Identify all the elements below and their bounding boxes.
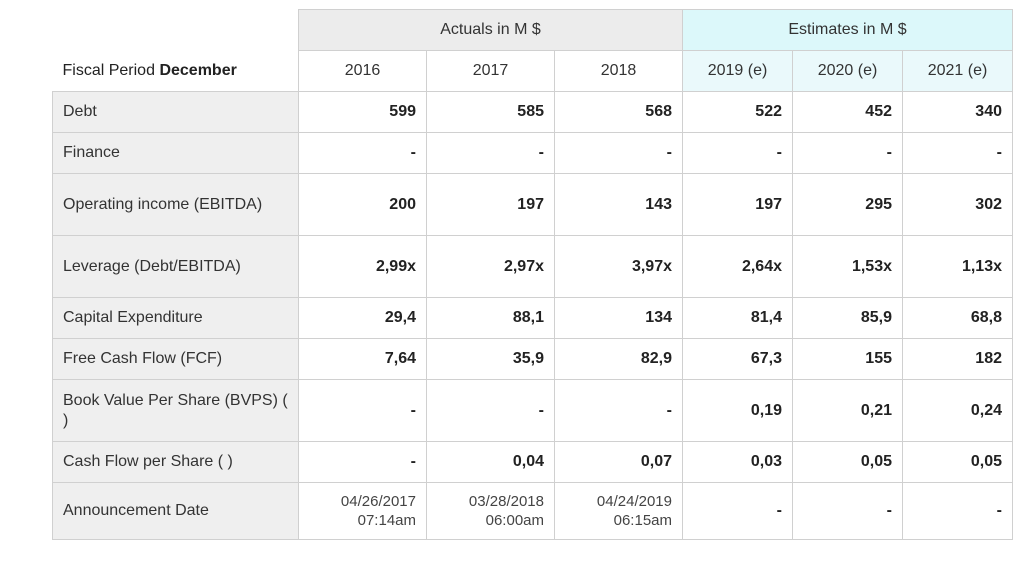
table-cell: 2,99x [298, 235, 427, 298]
table-cell: 599 [298, 91, 427, 133]
table-cell: 0,04 [426, 441, 555, 483]
table-cell: 29,4 [298, 297, 427, 339]
table-row: Leverage (Debt/EBITDA) 2,99x 2,97x 3,97x… [52, 235, 1013, 298]
table-cell: 35,9 [426, 338, 555, 380]
row-label: Announcement Date [52, 482, 299, 540]
table-cell: 2,97x [426, 235, 555, 298]
announcement-date: 04/26/2017 [340, 493, 416, 510]
table-cell: 81,4 [682, 297, 793, 339]
table-row: Cash Flow per Share ( ) - 0,04 0,07 0,03… [52, 441, 1013, 483]
table-cell: - [792, 132, 903, 174]
table-cell: 85,9 [792, 297, 903, 339]
row-label: Book Value Per Share (BVPS) ( ) [52, 379, 299, 442]
table-cell: 0,21 [792, 379, 903, 442]
table-cell: - [554, 379, 683, 442]
table-cell: 0,05 [792, 441, 903, 483]
year-header: 2021 (e) [902, 50, 1013, 92]
table-cell: 155 [792, 338, 903, 380]
table-cell: 0,07 [554, 441, 683, 483]
table-cell: - [298, 132, 427, 174]
table-row: Book Value Per Share (BVPS) ( ) - - - 0,… [52, 379, 1013, 442]
table-cell: 0,05 [902, 441, 1013, 483]
year-header: 2020 (e) [792, 50, 903, 92]
fiscal-period-value: December [159, 61, 237, 79]
table-row: Free Cash Flow (FCF) 7,64 35,9 82,9 67,3… [52, 338, 1013, 380]
table-row: Debt 599 585 568 522 452 340 [52, 91, 1013, 133]
table-cell: - [298, 441, 427, 483]
row-label: Debt [52, 91, 299, 133]
table-cell: 7,64 [298, 338, 427, 380]
announcement-date-cell: 03/28/2018 06:00am [426, 482, 555, 540]
table-cell: 295 [792, 173, 903, 236]
estimates-group-header: Estimates in M $ [682, 9, 1013, 51]
table-cell: 2,64x [682, 235, 793, 298]
announcement-time: 06:15am [613, 512, 672, 529]
table-cell: 200 [298, 173, 427, 236]
table-cell: 67,3 [682, 338, 793, 380]
row-label: Operating income (EBITDA) [52, 173, 299, 236]
table-cell: - [792, 482, 903, 540]
table-cell: - [298, 379, 427, 442]
table-row: Capital Expenditure 29,4 88,1 134 81,4 8… [52, 297, 1013, 339]
table-cell: 68,8 [902, 297, 1013, 339]
fiscal-period-header: Fiscal Period December [53, 51, 299, 92]
table-cell: 340 [902, 91, 1013, 133]
year-header: 2017 [426, 50, 555, 92]
table-cell: - [426, 132, 555, 174]
table-cell: 0,24 [902, 379, 1013, 442]
table-cell: - [426, 379, 555, 442]
table-cell: 0,19 [682, 379, 793, 442]
table-cell: 88,1 [426, 297, 555, 339]
table-row: Finance - - - - - - [52, 132, 1013, 174]
table-cell: 1,13x [902, 235, 1013, 298]
fiscal-period-label: Fiscal Period [62, 61, 155, 79]
table-cell: 452 [792, 91, 903, 133]
header-corner [53, 10, 299, 51]
table-cell: 302 [902, 173, 1013, 236]
table-cell: - [902, 482, 1013, 540]
table-cell: 0,03 [682, 441, 793, 483]
table-cell: 134 [554, 297, 683, 339]
row-label: Cash Flow per Share ( ) [52, 441, 299, 483]
announcement-date: 04/24/2019 [596, 493, 672, 510]
announcement-date: 03/28/2018 [468, 493, 544, 510]
table-cell: - [682, 132, 793, 174]
table-cell: - [554, 132, 683, 174]
table-cell: 585 [426, 91, 555, 133]
table-cell: 3,97x [554, 235, 683, 298]
table-cell: 82,9 [554, 338, 683, 380]
table-cell: 143 [554, 173, 683, 236]
table-cell: 197 [426, 173, 555, 236]
row-label: Free Cash Flow (FCF) [52, 338, 299, 380]
table-cell: 522 [682, 91, 793, 133]
table-cell: 1,53x [792, 235, 903, 298]
financial-table: Actuals in M $ Estimates in M $ Fiscal P… [52, 9, 1013, 540]
year-header: 2019 (e) [682, 50, 793, 92]
row-label: Finance [52, 132, 299, 174]
year-header: 2016 [298, 50, 427, 92]
announcement-date-cell: 04/26/2017 07:14am [298, 482, 427, 540]
announcement-time: 07:14am [357, 512, 416, 529]
actuals-group-header: Actuals in M $ [298, 9, 683, 51]
announcement-time: 06:00am [485, 512, 544, 529]
table-cell: - [902, 132, 1013, 174]
row-label: Leverage (Debt/EBITDA) [52, 235, 299, 298]
table-cell: 182 [902, 338, 1013, 380]
table-row: Announcement Date 04/26/2017 07:14am 03/… [52, 482, 1013, 540]
table-cell: - [682, 482, 793, 540]
table-cell: 197 [682, 173, 793, 236]
table-cell: 568 [554, 91, 683, 133]
year-header: 2018 [554, 50, 683, 92]
table-row: Operating income (EBITDA) 200 197 143 19… [52, 173, 1013, 236]
row-label: Capital Expenditure [52, 297, 299, 339]
announcement-date-cell: 04/24/2019 06:15am [554, 482, 683, 540]
